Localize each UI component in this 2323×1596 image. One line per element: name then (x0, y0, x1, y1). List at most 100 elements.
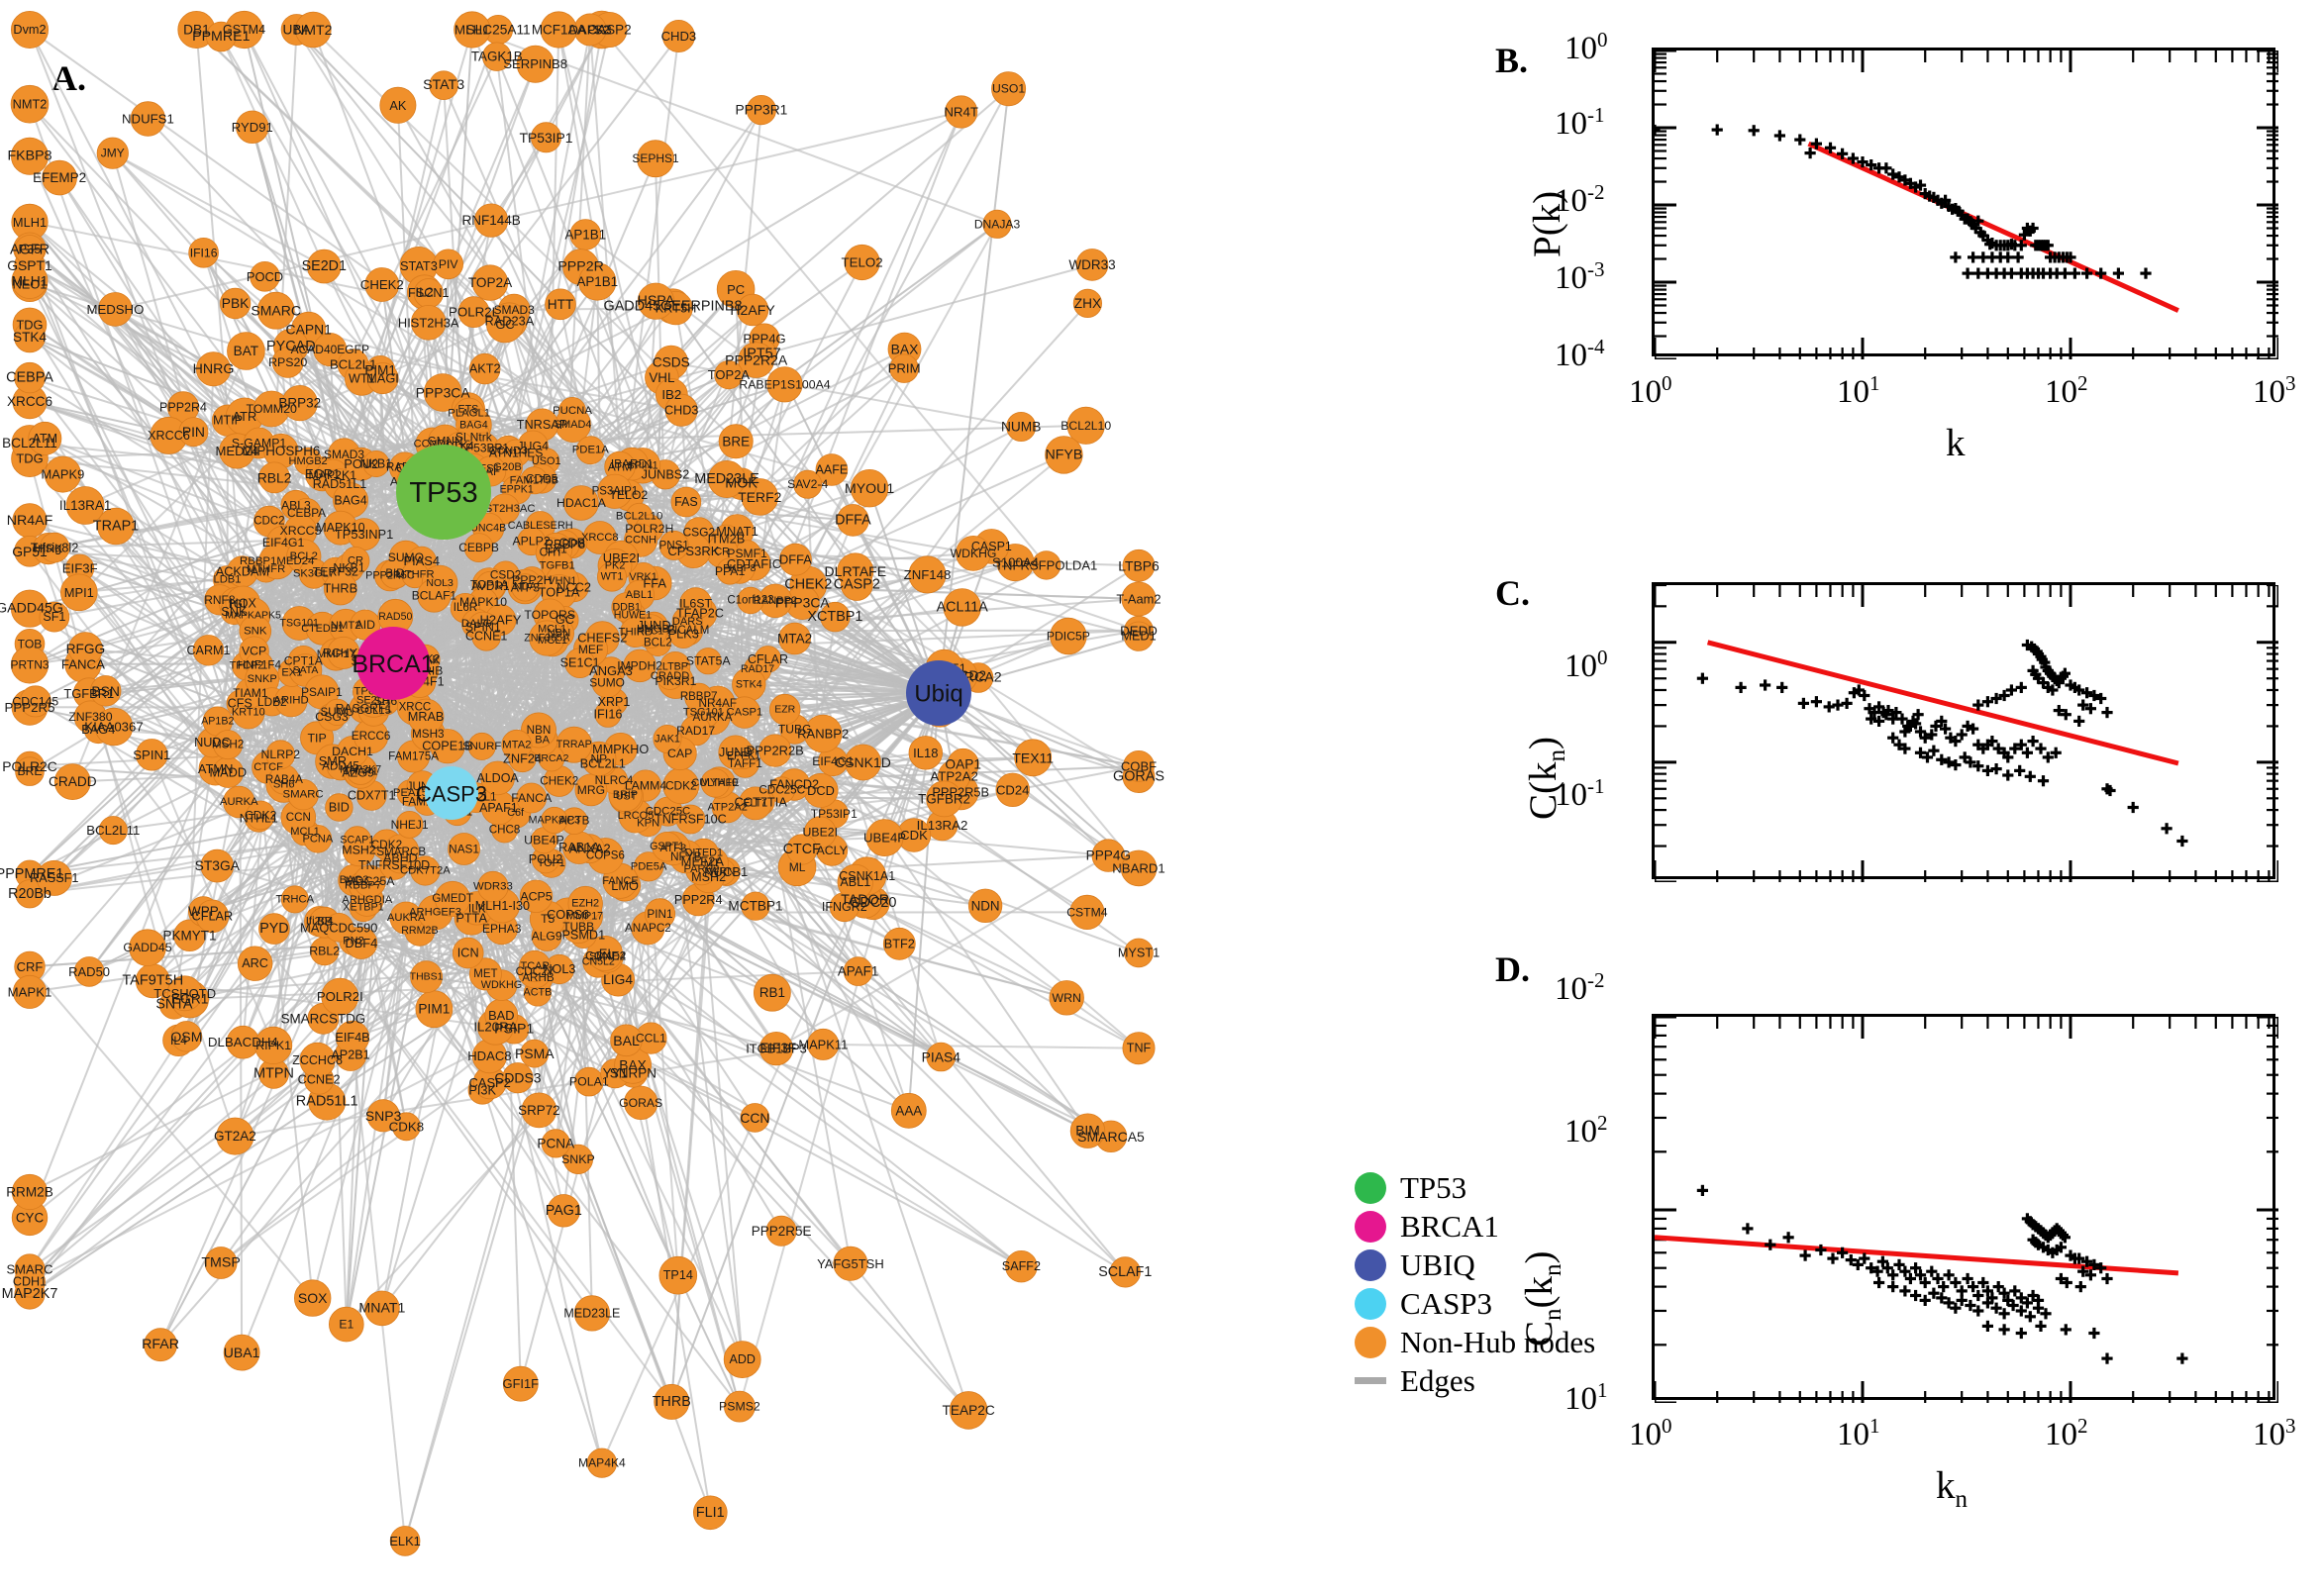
network-node[interactable] (89, 675, 122, 707)
network-node[interactable] (410, 960, 444, 994)
network-node[interactable] (173, 919, 206, 952)
network-node[interactable] (407, 698, 445, 736)
network-node[interactable] (516, 45, 555, 83)
network-node[interactable] (594, 700, 622, 728)
network-node[interactable] (844, 244, 880, 281)
network-node[interactable] (652, 832, 682, 862)
network-node[interactable] (540, 11, 577, 49)
network-node[interactable] (684, 682, 714, 712)
network-node[interactable] (480, 760, 515, 796)
network-node[interactable] (656, 662, 684, 690)
network-node[interactable] (850, 469, 889, 508)
network-hub-nodes[interactable]: TP53 BRCA1 Ubiq CASP3 (352, 445, 971, 820)
network-node[interactable] (610, 1024, 643, 1057)
network-node[interactable] (718, 424, 754, 459)
network-node[interactable] (807, 1028, 840, 1060)
network-node[interactable] (166, 975, 203, 1012)
network-node[interactable] (949, 1391, 988, 1430)
network-node[interactable] (410, 855, 441, 886)
network-node[interactable] (890, 1092, 927, 1129)
network-node[interactable] (417, 578, 452, 613)
network-node[interactable] (758, 734, 792, 767)
network-node[interactable] (908, 736, 943, 770)
network-node[interactable] (36, 859, 72, 896)
network-node[interactable] (60, 573, 98, 612)
network-node[interactable] (471, 621, 502, 651)
network-node[interactable] (433, 249, 464, 280)
network-node[interactable] (482, 42, 512, 71)
network-node[interactable] (98, 816, 128, 846)
network-node[interactable] (786, 834, 818, 865)
network-node[interactable] (256, 291, 295, 330)
network-node[interactable] (389, 1526, 421, 1556)
network-node[interactable] (766, 366, 803, 403)
network-node[interactable] (471, 264, 509, 301)
network-node[interactable] (982, 209, 1012, 239)
network-node[interactable] (410, 304, 447, 341)
network-node[interactable] (200, 848, 235, 883)
network-node[interactable] (502, 1062, 534, 1094)
network-node[interactable] (591, 667, 623, 699)
network-node[interactable] (195, 351, 231, 387)
network-node[interactable] (73, 956, 105, 987)
network-node[interactable] (170, 1021, 203, 1052)
network-node[interactable] (714, 359, 744, 390)
network-node[interactable] (779, 543, 812, 576)
network-node[interactable] (236, 110, 269, 144)
network-node[interactable] (98, 292, 133, 327)
network-node[interactable] (501, 729, 533, 760)
network-node[interactable] (637, 140, 674, 178)
network-node[interactable] (654, 1383, 690, 1420)
network-node[interactable] (15, 756, 45, 786)
network-node[interactable] (10, 10, 50, 50)
network-node[interactable] (144, 1328, 178, 1362)
network-hub-node-ubiq[interactable] (906, 660, 971, 726)
network-node[interactable] (1122, 549, 1156, 582)
network-node[interactable] (136, 739, 168, 771)
network-node[interactable] (227, 332, 265, 370)
network-node[interactable] (991, 71, 1027, 107)
network-node[interactable] (42, 159, 77, 196)
network-node[interactable] (843, 956, 873, 986)
network-node[interactable] (967, 888, 1003, 923)
network-node[interactable] (519, 949, 552, 983)
network-node[interactable] (303, 824, 333, 853)
network-node[interactable] (204, 1247, 238, 1279)
network-node[interactable] (562, 1144, 594, 1175)
network-node[interactable] (1120, 849, 1158, 887)
network-node[interactable] (192, 635, 225, 666)
network-node[interactable] (10, 646, 50, 684)
network-node[interactable] (573, 1295, 611, 1332)
network-node[interactable] (454, 11, 491, 49)
network-node[interactable] (1123, 621, 1155, 651)
network-node[interactable] (597, 561, 628, 592)
network-node[interactable] (837, 863, 873, 901)
network-hub-node-casp3[interactable] (425, 766, 478, 820)
network-node[interactable] (567, 885, 603, 922)
network-node[interactable] (253, 1026, 293, 1065)
network-hub-node-tp53[interactable] (396, 445, 491, 540)
network-node[interactable] (741, 891, 770, 921)
network-node[interactable] (195, 899, 230, 934)
network-node[interactable] (324, 912, 354, 943)
network-node[interactable] (670, 486, 702, 518)
network-node[interactable] (354, 864, 386, 898)
network-node[interactable] (578, 262, 617, 301)
network-node[interactable] (700, 768, 731, 798)
network-node[interactable] (575, 436, 605, 465)
network-node[interactable] (840, 568, 873, 601)
network-node[interactable] (12, 974, 48, 1009)
network-node[interactable] (395, 811, 424, 839)
network-node[interactable] (1050, 617, 1087, 655)
network-node[interactable] (343, 826, 372, 855)
network-node[interactable] (692, 1495, 728, 1531)
network-node[interactable] (280, 885, 309, 914)
network-node[interactable] (529, 620, 565, 656)
network-node[interactable] (1005, 1249, 1038, 1283)
network-node[interactable] (519, 879, 554, 913)
network-node[interactable] (820, 601, 851, 633)
network-node[interactable] (223, 1334, 260, 1371)
network-node[interactable] (265, 740, 296, 769)
network-node[interactable] (246, 800, 276, 831)
network-node[interactable] (586, 1447, 618, 1478)
